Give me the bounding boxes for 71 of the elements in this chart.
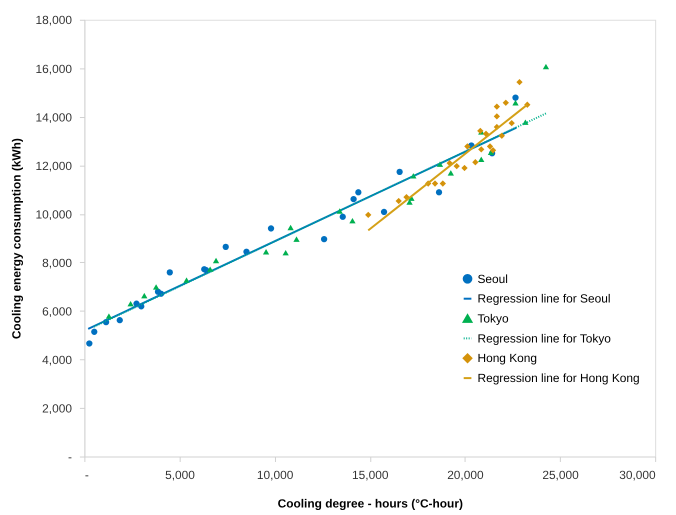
y-tick-label: 16,000 <box>36 62 72 76</box>
point <box>512 94 519 101</box>
point <box>268 225 274 232</box>
point <box>380 208 388 216</box>
point <box>516 78 523 86</box>
point <box>350 196 357 202</box>
point <box>349 218 356 224</box>
legend-label: Hong Kong <box>477 351 538 366</box>
legend-label: Regression line for Hong Kong <box>477 371 640 386</box>
y-tick-label: - <box>68 450 72 464</box>
point <box>490 147 496 154</box>
point <box>508 120 515 126</box>
point <box>127 300 134 306</box>
x-tick-label: 10,000 <box>256 468 294 482</box>
point <box>512 100 519 106</box>
y-tick-label: 2,000 <box>42 401 72 416</box>
x-tick-label: 20,000 <box>447 468 484 482</box>
point <box>440 180 446 187</box>
point <box>91 328 98 335</box>
point <box>498 132 505 139</box>
point <box>478 156 484 162</box>
x-tick-label: 15,000 <box>352 468 389 482</box>
point <box>212 258 220 264</box>
point <box>320 236 328 242</box>
point <box>454 162 460 170</box>
y-axis-title: Cooling energy consumption (kWh) <box>10 138 24 340</box>
point <box>502 100 509 106</box>
point <box>141 292 148 298</box>
legend-label: Regression line for Seoul <box>477 292 610 306</box>
point <box>222 244 229 250</box>
point <box>293 236 300 242</box>
x-axis-title: Cooling degree - hours (°C-hour) <box>278 496 463 511</box>
y-tick-label: 18,000 <box>36 13 72 28</box>
point <box>461 164 468 172</box>
point <box>436 189 442 196</box>
y-tick-label: 10,000 <box>36 207 72 222</box>
y-tick-label: 4,000 <box>42 352 72 367</box>
point <box>478 146 484 152</box>
legend-label: Tokyo <box>477 312 509 326</box>
point <box>494 103 500 110</box>
point <box>486 143 494 150</box>
point <box>86 340 92 347</box>
point <box>494 113 500 120</box>
point <box>396 198 402 204</box>
point <box>166 269 173 276</box>
point <box>472 159 478 166</box>
point <box>365 212 372 218</box>
point <box>396 168 403 176</box>
point <box>464 143 471 150</box>
point <box>406 199 413 205</box>
point <box>448 170 454 176</box>
x-tick-label: - <box>84 468 89 482</box>
legend-label: Seoul <box>477 272 508 286</box>
y-tick-label: 14,000 <box>36 110 72 124</box>
x-tick-label: 5,000 <box>165 468 196 482</box>
x-tick-label: 25,000 <box>542 468 580 482</box>
y-tick-label: 12,000 <box>36 158 72 173</box>
point <box>542 64 550 70</box>
point <box>152 284 160 290</box>
x-tick-label: 30,000 <box>619 468 656 482</box>
y-tick-label: 6,000 <box>42 304 72 318</box>
point <box>116 317 123 324</box>
y-tick-label: 8,000 <box>42 256 72 270</box>
legend-label: Regression line for Tokyo <box>477 331 612 346</box>
point <box>340 214 346 220</box>
point <box>262 249 270 254</box>
point <box>432 180 438 187</box>
point <box>282 250 289 256</box>
point <box>106 313 112 319</box>
point <box>355 189 362 196</box>
point <box>287 224 294 230</box>
